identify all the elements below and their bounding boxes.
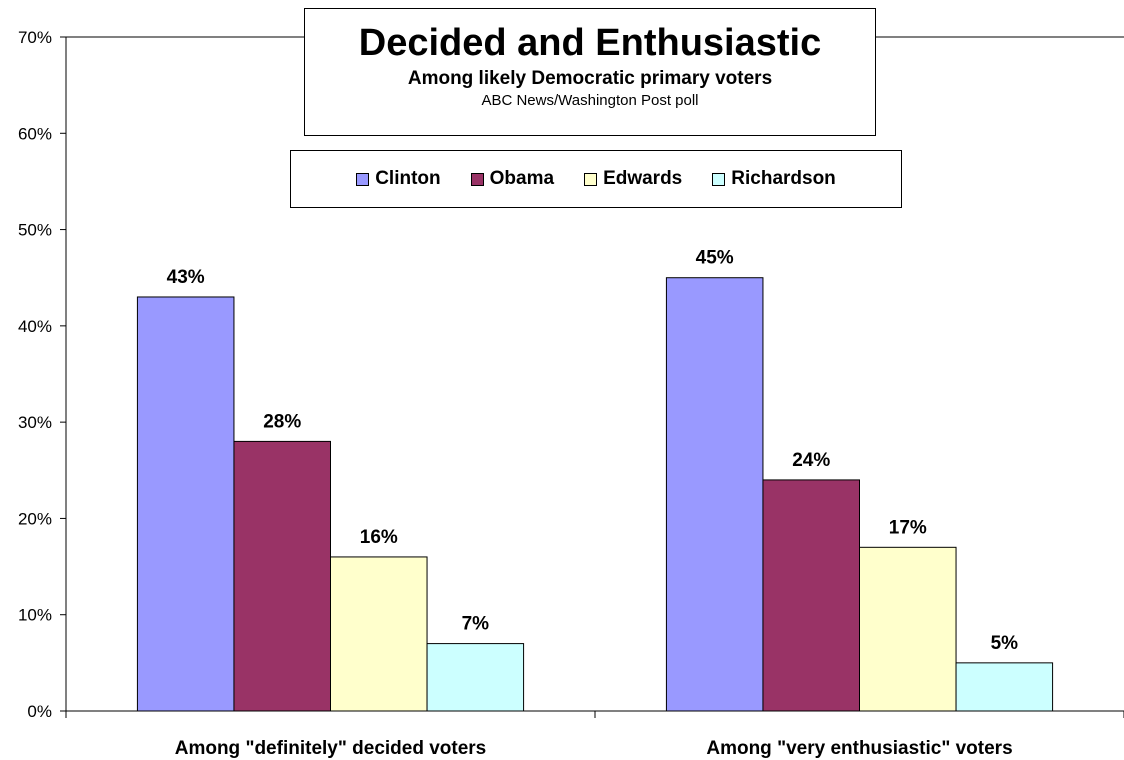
x-category-label: Among "very enthusiastic" voters [706, 738, 1012, 759]
bar-obama [762, 479, 861, 712]
bar-clinton [665, 277, 764, 712]
legend-label-edwards: Edwards [603, 168, 683, 189]
legend-item-richardson: Richardson [712, 168, 836, 190]
legend-item-obama: Obama [470, 168, 555, 190]
y-tick-label: 40% [18, 317, 52, 336]
chart-source: ABC News/Washington Post poll [481, 92, 699, 109]
legend-swatch-edwards [584, 172, 598, 186]
bar-obama [233, 440, 332, 712]
bar-richardson [955, 662, 1054, 712]
legend-swatch-clinton [356, 172, 370, 186]
data-label: 24% [792, 450, 830, 471]
legend-swatch-richardson [712, 172, 726, 186]
legend-label-obama: Obama [489, 168, 555, 189]
y-tick-label: 20% [18, 509, 52, 528]
legend-item-edwards: Edwards [584, 168, 682, 190]
bar-edwards [859, 546, 957, 712]
data-labels: 43% 28% 16% 7% 45% 24% 17% 5% [167, 248, 1018, 654]
y-tick-label: 30% [18, 413, 52, 432]
data-label: 16% [360, 527, 398, 548]
axes: 0% 10% 20% 30% 40% 50% 60% 70% Among "definitely… [18, 28, 1124, 759]
bar-richardson [426, 643, 525, 712]
bar-edwards [330, 556, 428, 712]
bar-clinton [136, 296, 235, 712]
chart-subtitle: Among likely Democratic primary voters [407, 68, 773, 89]
x-category-label: Among "definitely" decided voters [175, 738, 487, 759]
legend-swatch-obama [470, 172, 484, 186]
y-tick-label: 60% [18, 124, 52, 143]
y-tick-label: 70% [18, 28, 52, 47]
legend-item-clinton: Clinton [356, 168, 441, 190]
y-tick-label: 50% [18, 221, 52, 240]
legend-label-richardson: Richardson [731, 168, 836, 189]
data-label: 7% [462, 614, 490, 635]
legend: Clinton Obama Edwards Richardson [290, 150, 902, 208]
chart-title-box: Decided and Enthusiastic Among likely De… [304, 8, 876, 136]
data-label: 43% [167, 267, 205, 288]
data-label: 5% [991, 633, 1019, 654]
data-label: 28% [263, 411, 301, 432]
legend-label-clinton: Clinton [375, 168, 441, 189]
chart-title: Decided and Enthusiastic [358, 22, 822, 64]
y-tick-label: 10% [18, 606, 52, 625]
data-label: 45% [696, 248, 734, 269]
y-tick-label: 0% [27, 702, 52, 721]
data-label: 17% [889, 517, 927, 538]
bars [136, 277, 1054, 712]
